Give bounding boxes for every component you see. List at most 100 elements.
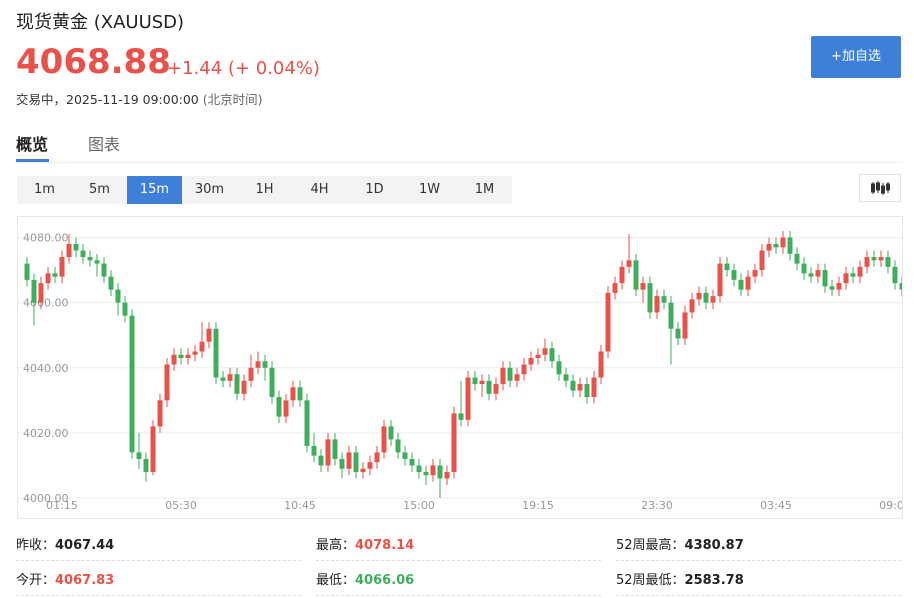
candle-body — [346, 452, 352, 469]
candle-body — [507, 367, 513, 381]
candle-body — [227, 374, 233, 381]
candle-body — [472, 377, 478, 385]
candle-body — [724, 263, 730, 271]
candle-body — [850, 273, 856, 277]
candle-body — [395, 439, 401, 453]
candle-body — [381, 426, 387, 453]
candle-body — [822, 270, 828, 287]
interval[interactable]: 1m — [34, 182, 55, 197]
candle-body — [150, 426, 156, 472]
y-tick-label: 4040.00 — [23, 362, 69, 375]
candle-body — [31, 279, 37, 303]
timezone: (北京时间) — [202, 92, 263, 107]
candle-body — [773, 244, 779, 248]
candle-body — [738, 279, 744, 290]
quote-code: (XAUUSD) — [93, 12, 185, 33]
candle-body — [388, 426, 394, 440]
candle-body — [164, 364, 170, 401]
chart-type-button[interactable] — [859, 174, 901, 202]
status: 交易中，2025-11-19 09:00:00 (北京时间) — [16, 89, 263, 108]
stat-value: 2583.78 — [684, 573, 744, 588]
x-tick-label: 03:45 — [760, 499, 792, 512]
candle-body — [52, 273, 58, 277]
candle-body — [220, 377, 226, 381]
candle-body — [185, 354, 191, 358]
candle-body — [409, 458, 415, 466]
candle-body — [780, 237, 786, 248]
candle-body — [311, 445, 317, 456]
candle-body — [878, 257, 884, 261]
stat: 52周最低：2583.78 — [616, 569, 901, 596]
candle-body — [871, 257, 877, 261]
candle-body — [717, 263, 723, 297]
candle-body — [514, 374, 520, 381]
candle-body — [318, 455, 324, 466]
candle-body — [521, 364, 527, 375]
tab-underline — [16, 159, 49, 162]
candle-body — [493, 384, 499, 394]
candle-body — [689, 299, 695, 313]
separator — [16, 162, 902, 163]
change-abs: +1.44 — [167, 58, 223, 79]
x-tick-label: 10:45 — [284, 499, 316, 512]
interval[interactable]: 30m — [194, 182, 225, 197]
candle-body — [290, 387, 296, 401]
interval[interactable]: 4H — [310, 182, 329, 197]
x-tick-label: 19:15 — [522, 499, 554, 512]
x-tick-label: 01:15 — [46, 499, 78, 512]
candle-body — [38, 283, 44, 303]
interval-bar — [17, 176, 512, 204]
candle-body — [213, 328, 219, 378]
candle-body — [458, 413, 464, 420]
candle-body — [710, 296, 716, 303]
stat-value: 4067.44 — [55, 538, 115, 553]
stat-label: 最高： — [316, 538, 356, 553]
candle-body — [647, 283, 653, 313]
candle-body — [234, 374, 240, 394]
candle-body — [206, 328, 212, 342]
change-pct: (+ 0.04%) — [227, 58, 320, 79]
candle-body — [528, 358, 534, 365]
candle-body — [640, 283, 646, 290]
candle-body — [745, 276, 751, 290]
candle-body — [451, 413, 457, 472]
interval[interactable]: 15m — [127, 176, 182, 204]
candle-body — [192, 351, 198, 355]
candle-body — [787, 237, 793, 254]
candle-body — [857, 266, 863, 277]
candle-body — [605, 292, 611, 352]
interval[interactable]: 1D — [365, 182, 384, 197]
interval[interactable]: 1M — [474, 182, 495, 197]
interval[interactable]: 1W — [418, 182, 441, 197]
price: 4068.88 — [16, 42, 171, 82]
stat-label: 昨收： — [16, 538, 56, 553]
candle-body — [661, 296, 667, 303]
candle-body — [563, 374, 569, 381]
candle-body — [269, 367, 275, 398]
candle-body — [80, 250, 86, 258]
candle-body — [591, 377, 597, 398]
candle-body — [423, 471, 429, 476]
watch-button[interactable]: +加自选 — [811, 36, 901, 78]
candle-body — [703, 292, 709, 303]
candle-body — [276, 397, 282, 417]
stat-label: 最低： — [316, 573, 356, 588]
stat-value: 4066.06 — [355, 573, 415, 588]
candle-body — [836, 283, 842, 290]
candle-body — [500, 367, 506, 385]
candle-body — [542, 348, 548, 355]
candle-body — [535, 354, 541, 358]
candle-body — [66, 244, 72, 258]
candle-body — [801, 263, 807, 274]
interval[interactable]: 5m — [89, 182, 110, 197]
candle-body — [766, 244, 772, 251]
candlestick-chart: 4000.00 4020.00 4040.00 4060.00 4080.00 01:15… — [17, 216, 903, 519]
candle-body — [654, 296, 660, 313]
interval[interactable]: 1H — [255, 182, 274, 197]
quote-name: 现货黄金 — [16, 12, 88, 33]
candle-body — [325, 439, 331, 466]
tab[interactable]: 概览 — [16, 135, 49, 154]
tab[interactable]: 图表 — [88, 135, 121, 154]
y-tick-label: 4020.00 — [23, 427, 69, 440]
candle-body — [59, 257, 65, 277]
